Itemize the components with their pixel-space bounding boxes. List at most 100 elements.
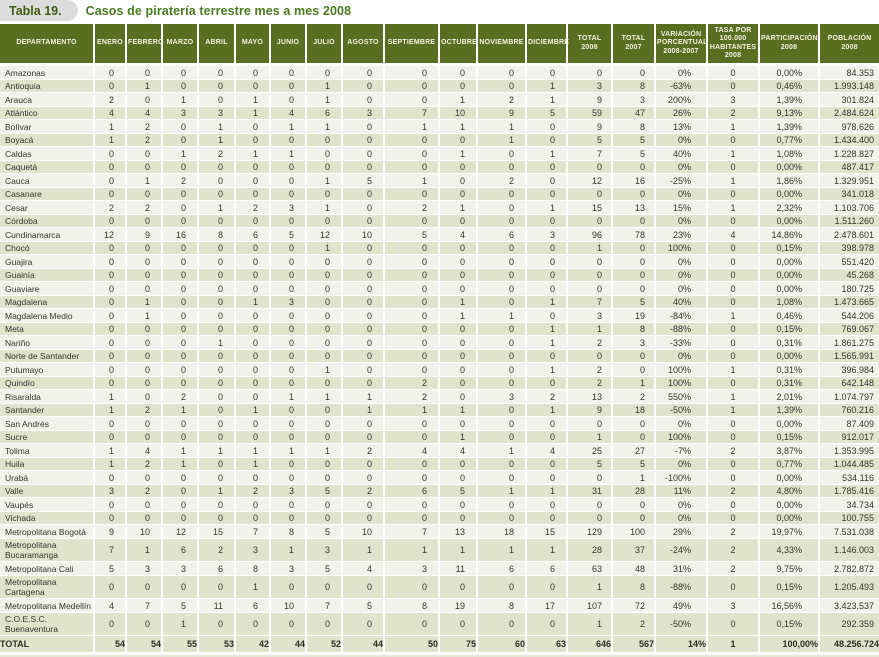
value-cell: 0: [527, 417, 568, 431]
value-cell: 1: [236, 403, 271, 417]
value-cell: 0: [307, 376, 343, 390]
value-cell: 0: [236, 498, 271, 512]
value-cell: 1.103.706: [820, 201, 879, 215]
value-cell: 0: [127, 241, 163, 255]
value-cell: 0: [568, 160, 613, 174]
department-cell: Magdalena Medio: [0, 309, 95, 323]
value-cell: 0: [95, 174, 127, 188]
value-cell: 0: [478, 160, 527, 174]
value-cell: 0: [478, 241, 527, 255]
value-cell: 2: [343, 444, 385, 458]
value-cell: 0: [343, 309, 385, 323]
department-cell: Huila: [0, 457, 95, 471]
value-cell: 1: [385, 538, 440, 562]
value-cell: 1: [127, 295, 163, 309]
value-cell: 2: [127, 484, 163, 498]
value-cell: 0: [236, 336, 271, 350]
value-cell: 0,15%: [760, 430, 820, 444]
value-cell: 1: [307, 79, 343, 93]
value-cell: 1: [527, 201, 568, 215]
value-cell: 1.511.260: [820, 214, 879, 228]
value-cell: 0,46%: [760, 79, 820, 93]
value-cell: -7%: [656, 444, 708, 458]
value-cell: 0: [307, 133, 343, 147]
value-cell: 1: [527, 322, 568, 336]
column-header-month-9: SEPTIEMBRE: [385, 24, 440, 66]
value-cell: 3: [708, 599, 760, 613]
value-cell: 0: [478, 575, 527, 599]
value-cell: 0: [199, 471, 236, 485]
value-cell: 0: [199, 309, 236, 323]
value-cell: 0: [163, 160, 199, 174]
department-cell: Guaviare: [0, 282, 95, 296]
value-cell: 0%: [656, 511, 708, 525]
value-cell: 1: [440, 430, 478, 444]
value-cell: 0: [478, 349, 527, 363]
value-cell: 0: [127, 282, 163, 296]
department-cell: Metropolitana Cali: [0, 562, 95, 576]
table-row: Cesar 2 2 0 1 2 3 1 0 2 1 0 1 15 13 15% 1 2,32% 1.103.706: [0, 201, 879, 215]
value-cell: 0: [527, 255, 568, 269]
value-cell: 0: [199, 430, 236, 444]
value-cell: 0%: [656, 160, 708, 174]
value-cell: 0: [343, 612, 385, 636]
value-cell: 1: [307, 93, 343, 107]
table-row: Quindío 0 0 0 0 0 0 0 0 2 0 0 0 2 1 100% 0 0,31% 642.148: [0, 376, 879, 390]
value-cell: 0: [236, 511, 271, 525]
value-cell: 0: [708, 336, 760, 350]
value-cell: 0: [127, 363, 163, 377]
value-cell: 1: [343, 538, 385, 562]
value-cell: 13: [440, 525, 478, 539]
value-cell: 0: [343, 511, 385, 525]
value-cell: 1: [271, 120, 307, 134]
value-cell: 0,15%: [760, 612, 820, 636]
value-cell: 1: [163, 457, 199, 471]
value-cell: 0: [440, 187, 478, 201]
department-cell: Arauca: [0, 93, 95, 107]
value-cell: 1,08%: [760, 295, 820, 309]
value-cell: 28: [568, 538, 613, 562]
value-cell: 0: [440, 66, 478, 80]
value-cell: 1.785.416: [820, 484, 879, 498]
value-cell: 0: [236, 214, 271, 228]
value-cell: 47: [613, 106, 656, 120]
table-row: Nariño 0 0 0 1 0 0 0 0 0 0 0 1 2 3 -33% 0 0,31% 1.861.275: [0, 336, 879, 350]
value-cell: 2: [95, 201, 127, 215]
value-cell: 0: [199, 187, 236, 201]
value-cell: 0: [271, 309, 307, 323]
value-cell: 0%: [656, 66, 708, 80]
value-cell: 0: [236, 66, 271, 80]
value-cell: 29%: [656, 525, 708, 539]
column-header-tasa-16: TASA POR 100.000 HABITANTES 2008: [708, 24, 760, 66]
value-cell: 84.353: [820, 66, 879, 80]
table-row: Cauca 0 1 2 0 0 0 1 5 1 0 2 0 12 16 -25% 1 1,86% 1.329.951: [0, 174, 879, 188]
table-row: Norte de Santander 0 0 0 0 0 0 0 0 0 0 0 0 0 0 0% 0 0,00%…: [0, 349, 879, 363]
value-cell: 0: [127, 214, 163, 228]
value-cell: 1: [708, 403, 760, 417]
value-cell: 0: [163, 120, 199, 134]
value-cell: 53: [199, 636, 236, 653]
value-cell: 0: [199, 612, 236, 636]
value-cell: 0: [199, 511, 236, 525]
value-cell: 0: [343, 336, 385, 350]
column-header-month-11: NOVIEMBRE: [478, 24, 527, 66]
value-cell: 0: [271, 255, 307, 269]
value-cell: 2: [527, 390, 568, 404]
value-cell: 1.146.003: [820, 538, 879, 562]
department-cell: San Andrés: [0, 417, 95, 431]
value-cell: 0: [95, 187, 127, 201]
value-cell: 3.423.537: [820, 599, 879, 613]
value-cell: 1: [95, 457, 127, 471]
value-cell: 0: [440, 282, 478, 296]
value-cell: 2: [236, 484, 271, 498]
value-cell: 3: [568, 309, 613, 323]
value-cell: -50%: [656, 403, 708, 417]
table-row: Metropolitana Medellín 4 7 5 11 6 10 7 5 8 19 8 17 10…: [0, 599, 879, 613]
value-cell: 0: [199, 457, 236, 471]
value-cell: 2: [708, 562, 760, 576]
value-cell: 0: [199, 255, 236, 269]
value-cell: 0: [163, 268, 199, 282]
value-cell: 0: [163, 484, 199, 498]
value-cell: 0: [708, 457, 760, 471]
value-cell: 0: [127, 322, 163, 336]
